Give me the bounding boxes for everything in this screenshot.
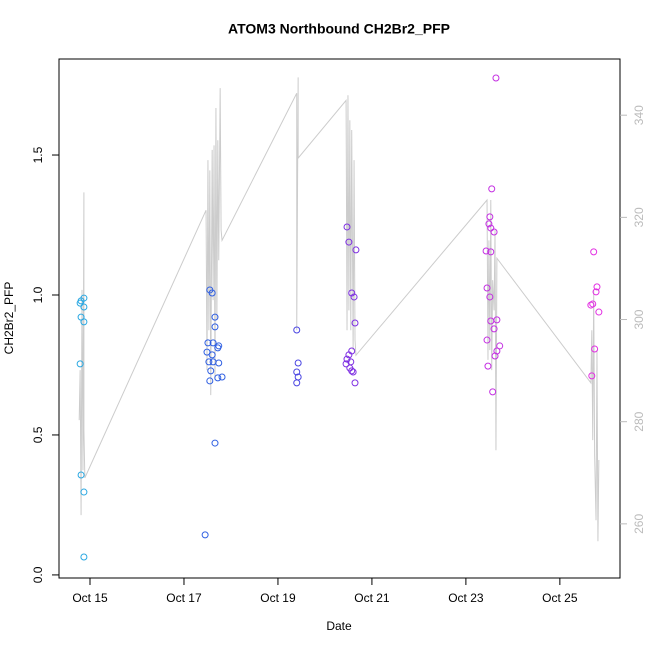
- point: [595, 308, 603, 316]
- point: [208, 289, 216, 297]
- x-axis-label: Date: [326, 619, 352, 633]
- point: [218, 373, 226, 381]
- x-tick-label: Oct 25: [542, 591, 578, 605]
- y2-tick-label: 280: [632, 411, 646, 431]
- x-tick-label: Oct 15: [72, 591, 108, 605]
- point: [489, 388, 497, 396]
- point: [205, 358, 213, 366]
- point: [203, 348, 211, 356]
- y2-tick-label: 300: [632, 309, 646, 329]
- point: [588, 372, 596, 380]
- point: [208, 351, 216, 359]
- point: [342, 360, 350, 368]
- point: [491, 352, 499, 360]
- y-tick-label: 1.0: [31, 286, 45, 303]
- point: [351, 319, 359, 327]
- point: [201, 531, 209, 539]
- point: [207, 367, 215, 375]
- y-tick-label: 0.5: [31, 426, 45, 443]
- point: [214, 344, 222, 352]
- point: [488, 185, 496, 193]
- point: [590, 248, 598, 256]
- y-tick-label: 0.0: [31, 566, 45, 583]
- point: [80, 318, 88, 326]
- plot-frame: [58, 58, 621, 579]
- x-tick-label: Oct 17: [166, 591, 202, 605]
- point: [343, 223, 351, 231]
- point: [76, 360, 84, 368]
- point: [80, 488, 88, 496]
- x-tick-label: Oct 19: [260, 591, 296, 605]
- point: [484, 362, 492, 370]
- point: [487, 248, 495, 256]
- point: [209, 339, 217, 347]
- point: [80, 553, 88, 561]
- point: [349, 368, 357, 376]
- point: [293, 368, 301, 376]
- point: [587, 301, 595, 309]
- point: [591, 345, 599, 353]
- point: [348, 367, 356, 375]
- y2-tick-label: 340: [632, 105, 646, 125]
- point: [293, 326, 301, 334]
- point: [493, 316, 501, 324]
- point: [490, 228, 498, 236]
- point: [485, 220, 493, 228]
- point: [350, 293, 358, 301]
- point: [76, 299, 84, 307]
- y2-tick-label: 320: [632, 207, 646, 227]
- y-axis-label: CH2Br2_PFP: [2, 282, 16, 355]
- point: [348, 289, 356, 297]
- point: [352, 246, 360, 254]
- point: [294, 359, 302, 367]
- point: [293, 379, 301, 387]
- point: [351, 379, 359, 387]
- point: [486, 293, 494, 301]
- point: [204, 339, 212, 347]
- point: [492, 74, 500, 82]
- point: [483, 284, 491, 292]
- point: [211, 439, 219, 447]
- point: [490, 325, 498, 333]
- point: [345, 351, 353, 359]
- point: [482, 247, 490, 255]
- point: [211, 323, 219, 331]
- line-series: [78, 77, 600, 542]
- chart-title: ATOM3 Northbound CH2Br2_PFP: [228, 21, 450, 37]
- y-tick-label: 1.5: [31, 146, 45, 163]
- point: [486, 213, 494, 221]
- x-tick-label: Oct 21: [354, 591, 390, 605]
- point: [211, 313, 219, 321]
- point: [345, 238, 353, 246]
- y2-tick-label: 260: [632, 514, 646, 534]
- point: [214, 374, 222, 382]
- point: [593, 283, 601, 291]
- point: [206, 377, 214, 385]
- point: [80, 294, 88, 302]
- point: [592, 288, 600, 296]
- point: [80, 303, 88, 311]
- point: [77, 471, 85, 479]
- x-tick-label: Oct 23: [448, 591, 484, 605]
- point: [483, 336, 491, 344]
- point: [215, 359, 223, 367]
